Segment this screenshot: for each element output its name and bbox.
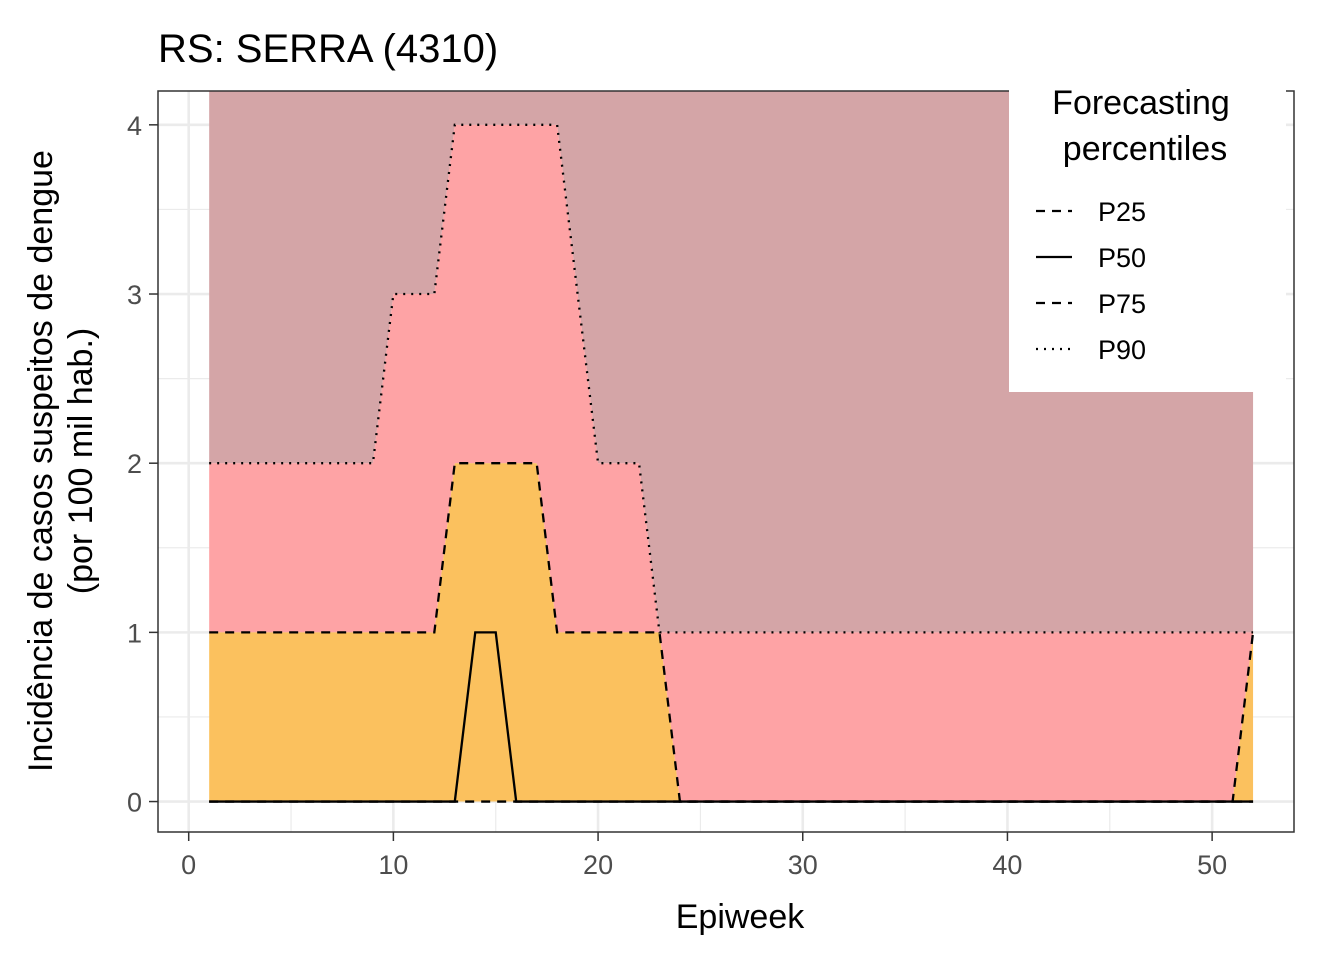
y-tick-label: 0	[127, 788, 142, 818]
legend: Forecasting percentiles P25 P50 P75 P90	[1009, 80, 1286, 392]
y-axis: 0 1 2 3 4	[127, 111, 158, 818]
band-p25-p75	[209, 463, 1254, 802]
legend-label-p50: P50	[1098, 243, 1146, 273]
series-line-p75	[209, 462, 1255, 803]
band-p75-p90	[209, 124, 1254, 802]
band-above-p90	[209, 91, 1254, 633]
series-line-p90	[209, 123, 1254, 634]
x-tick-label: 0	[181, 850, 196, 880]
y-axis-title-line2: (por 100 mil hab.)	[62, 328, 100, 594]
percentile-bands	[209, 91, 1254, 802]
percentile-lines	[209, 123, 1255, 803]
legend-title-line1: Forecasting	[1052, 84, 1230, 122]
legend-label-p25: P25	[1098, 197, 1146, 227]
legend-title-line2: percentiles	[1063, 130, 1227, 168]
x-tick-label: 10	[378, 850, 408, 880]
x-tick-label: 20	[583, 850, 613, 880]
x-tick-label: 40	[992, 850, 1022, 880]
y-tick-label: 3	[127, 280, 142, 310]
legend-entries: P25 P50 P75 P90	[1036, 197, 1146, 365]
chart-title: RS: SERRA (4310)	[158, 27, 498, 71]
x-tick-label: 50	[1197, 850, 1227, 880]
x-axis-title: Epiweek	[676, 898, 806, 936]
y-tick-label: 4	[127, 111, 142, 141]
y-axis-title-line1: Incidência de casos suspeitos de dengue	[22, 150, 60, 772]
y-tick-label: 2	[127, 449, 142, 479]
legend-label-p75: P75	[1098, 289, 1146, 319]
plot-border	[157, 90, 1295, 833]
y-axis-title: Incidência de casos suspeitos de dengue …	[22, 150, 100, 772]
y-tick-label: 1	[127, 618, 142, 648]
x-tick-label: 30	[788, 850, 818, 880]
x-axis: 0 10 20 30 40 50	[181, 832, 1227, 880]
legend-background	[1009, 80, 1286, 392]
legend-label-p90: P90	[1098, 335, 1146, 365]
